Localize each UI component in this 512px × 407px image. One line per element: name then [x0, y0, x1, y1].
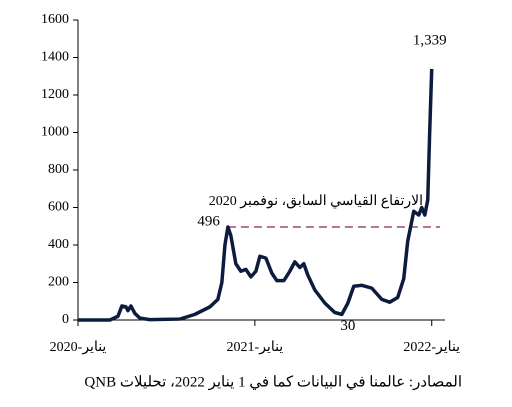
y-tick-label: 200 — [48, 275, 69, 290]
y-tick-label: 0 — [62, 312, 69, 327]
source-note: المصادر: عالمنا في البيانات كما في 1 ينا… — [84, 374, 462, 390]
y-tick-label: 1400 — [41, 50, 69, 65]
reference-label: الارتفاع القياسي السابق، نوفمبر 2020 — [209, 194, 423, 209]
x-tick-label: يناير-2022 — [403, 340, 460, 355]
point-label: 30 — [340, 318, 355, 334]
y-tick-label: 1600 — [41, 12, 69, 27]
y-tick-label: 400 — [48, 237, 69, 252]
y-tick-label: 1000 — [41, 125, 69, 140]
data-line — [78, 68, 434, 322]
x-tick-label: يناير-2021 — [227, 340, 284, 355]
x-tick-label: يناير-2020 — [50, 340, 107, 355]
point-label: 496 — [197, 213, 220, 229]
y-tick-label: 600 — [48, 200, 69, 215]
y-tick-label: 1200 — [41, 87, 69, 102]
y-tick-label: 800 — [48, 162, 69, 177]
point-label: 1,339 — [413, 32, 447, 48]
